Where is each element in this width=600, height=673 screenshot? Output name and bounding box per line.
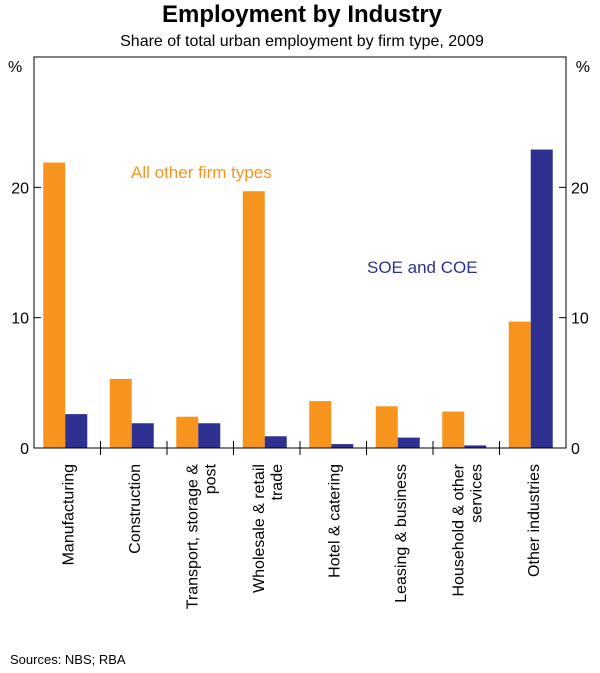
bar-soe-coe-0 (65, 414, 88, 448)
y-tick-label-right-0: 0 (571, 441, 580, 458)
bar-other-firms-0 (43, 162, 66, 448)
chart-subtitle: Share of total urban employment by firm … (120, 33, 484, 50)
bar-other-firms-7 (508, 321, 531, 448)
bar-soe-coe-5 (397, 437, 420, 448)
category-labels: Manufacturing Construction Transport, stor… (60, 463, 543, 609)
bar-soe-coe-7 (530, 149, 553, 448)
category-label-5: Leasing & business (393, 464, 410, 603)
bar-soe-coe-4 (331, 444, 354, 448)
bar-other-firms-3 (242, 191, 265, 448)
chart-title: Employment by Industry (162, 1, 443, 28)
y-ticks-right: 0 10 20 (559, 180, 589, 458)
y-axis-unit-right: % (576, 59, 590, 76)
category-label-1: Construction (127, 464, 144, 554)
bar-other-firms-2 (176, 416, 199, 448)
bar-other-firms-4 (309, 401, 332, 448)
category-label-6-line-0: Household & other (450, 463, 467, 596)
x-ticks (100, 441, 500, 455)
bar-soe-coe-1 (131, 423, 154, 448)
category-label-4: Hotel & catering (326, 464, 343, 578)
category-label-2-line-0: Transport, storage & (184, 464, 201, 610)
category-label-7: Other industries (526, 464, 543, 577)
bar-soe-coe-2 (198, 423, 221, 448)
y-tick-label-left-0: 0 (20, 441, 29, 458)
y-axis-unit-left: % (8, 59, 22, 76)
y-tick-label-right-1: 10 (571, 311, 589, 328)
category-label-0: Manufacturing (60, 464, 77, 565)
y-tick-label-left-1: 10 (11, 311, 29, 328)
bar-other-firms-5 (375, 406, 398, 448)
y-tick-label-right-2: 20 (571, 180, 589, 197)
category-label-6-line-1: services (468, 464, 485, 523)
y-tick-label-left-2: 20 (11, 180, 29, 197)
bars (43, 149, 553, 448)
bar-soe-coe-3 (264, 436, 287, 448)
source-note: Sources: NBS; RBA (10, 652, 126, 667)
annotation-all-other-firm-types: All other firm types (131, 163, 272, 182)
category-label-2-line-1: post (202, 463, 219, 494)
category-label-3-line-0: Wholesale & retail (251, 464, 268, 593)
bar-other-firms-6 (442, 411, 465, 448)
bar-other-firms-1 (109, 378, 132, 448)
y-ticks-left: 0 10 20 (11, 180, 41, 458)
category-label-3-line-1: trade (269, 464, 286, 501)
bar-soe-coe-6 (464, 445, 487, 448)
annotation-soe-and-coe: SOE and COE (367, 258, 478, 277)
